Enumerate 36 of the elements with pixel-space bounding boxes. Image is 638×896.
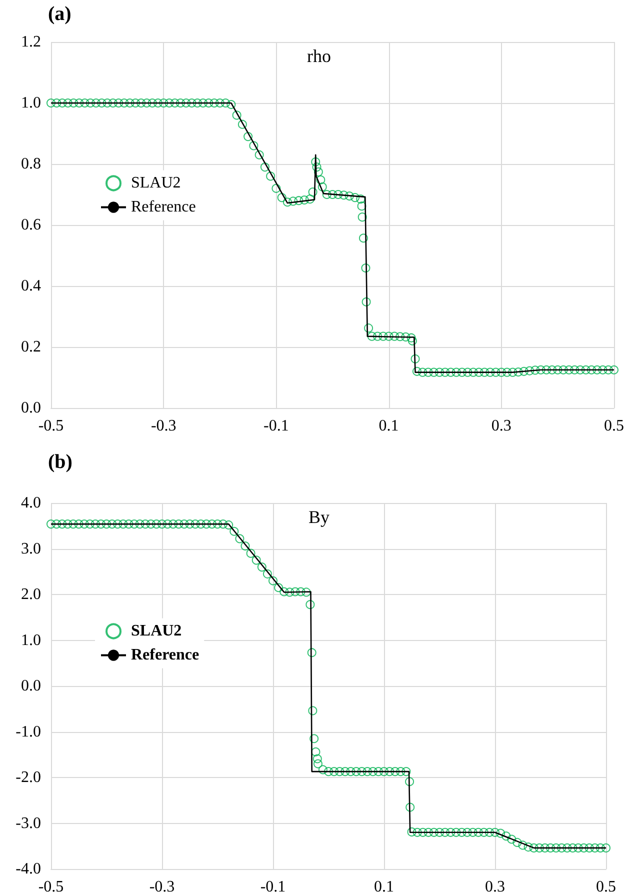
y-tick-label: 0.0: [21, 400, 41, 416]
x-tick-label: 0.5: [604, 418, 624, 434]
x-tick-label: 0.1: [374, 878, 394, 896]
y-tick-label: 0.0: [21, 678, 41, 694]
x-tick-label: -0.3: [149, 878, 175, 896]
y-tick-label: 2.0: [21, 586, 41, 603]
y-tick-label: 4.0: [21, 494, 41, 512]
y-tick-label: 0.2: [21, 338, 41, 356]
text: (a): [48, 3, 72, 25]
y-tick-label: 3.0: [21, 540, 41, 558]
text: (b): [48, 451, 72, 473]
y-tick-label: 1.0: [21, 632, 41, 649]
x-tick-label: 0.3: [491, 418, 512, 434]
x-tick-label: -0.1: [264, 418, 289, 434]
legend-label: SLAU2: [131, 622, 182, 640]
y-tick-label: -3.0: [16, 814, 41, 832]
legend-label: Reference: [131, 198, 196, 216]
x-tick-label: -0.5: [38, 418, 64, 434]
y-tick-label: 0.6: [21, 216, 41, 234]
x-tick-label: 0.1: [378, 418, 399, 434]
y-tick-label: 0.4: [21, 278, 41, 294]
chart-title: rho: [307, 46, 331, 66]
y-tick-label: -4.0: [16, 860, 41, 878]
legend-label: SLAU2: [131, 174, 181, 192]
y-tick-label: 0.8: [21, 156, 41, 172]
legend-label: Reference: [131, 646, 200, 664]
x-tick-label: -0.5: [38, 878, 64, 896]
y-tick-label: 1.0: [21, 94, 41, 112]
x-tick-label: -0.1: [260, 878, 286, 896]
y-tick-label: 1.2: [21, 34, 41, 50]
chart-title: By: [308, 507, 330, 527]
x-tick-label: -0.3: [150, 418, 176, 434]
x-tick-label: 0.5: [596, 878, 616, 896]
x-tick-label: 0.3: [485, 878, 505, 896]
y-tick-label: -2.0: [16, 769, 41, 786]
y-tick-label: -1.0: [16, 723, 41, 740]
